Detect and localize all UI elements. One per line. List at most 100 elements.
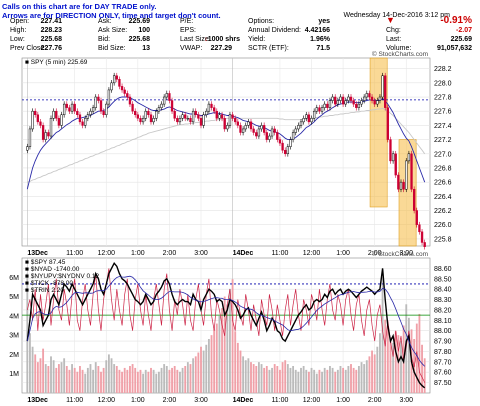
price-candle xyxy=(368,93,371,98)
volume-bar xyxy=(207,339,210,393)
volume-bar xyxy=(234,331,237,393)
price-candle xyxy=(176,118,179,123)
breadth-y-tick-label: 88.30 xyxy=(434,297,452,304)
price-candle xyxy=(260,125,263,130)
price-candle xyxy=(357,103,361,108)
volume-bar xyxy=(336,369,339,393)
volume-bar xyxy=(315,373,318,393)
price-candle xyxy=(231,114,234,119)
price-candle xyxy=(328,100,332,108)
breadth-average-line xyxy=(26,275,425,367)
volume-bar xyxy=(263,367,266,393)
volume-bar xyxy=(281,362,284,393)
volume-bar xyxy=(129,366,131,393)
price-candle xyxy=(128,96,132,105)
breadth-y-tick-label: 87.90 xyxy=(434,339,452,346)
volume-y-tick-label: 5M xyxy=(9,294,19,301)
volume-bar xyxy=(307,371,310,393)
price-candle xyxy=(286,146,290,155)
price-candle xyxy=(381,75,384,98)
volume-bar xyxy=(115,366,118,393)
volume-bar xyxy=(284,360,287,393)
price-candle xyxy=(297,125,300,130)
price-candle xyxy=(407,153,411,162)
price-candle xyxy=(105,103,108,116)
volume-bar xyxy=(110,358,113,393)
price-y-tick-label: 226.8 xyxy=(434,165,452,172)
volume-y-tick-label: 1M xyxy=(9,371,19,378)
down-triangle-icon: ▼ xyxy=(386,15,395,25)
price-candle xyxy=(310,118,313,123)
volume-bar xyxy=(273,364,276,393)
volume-bar xyxy=(210,335,213,393)
price-x-tick-label: 12:00 xyxy=(97,250,115,257)
price-candle xyxy=(207,103,211,112)
volume-bar xyxy=(171,367,173,393)
price-candle xyxy=(144,110,147,119)
price-candle xyxy=(162,96,166,105)
price-candle xyxy=(149,114,153,123)
volume-bar xyxy=(297,371,300,393)
price-candle xyxy=(134,110,137,116)
price-candle xyxy=(120,86,124,91)
quote-value: 228.23 xyxy=(40,27,62,34)
price-x-tick-label: 11:00 xyxy=(66,250,83,257)
price-candle xyxy=(299,121,303,126)
volume-bar xyxy=(279,369,281,393)
volume-bar xyxy=(400,340,402,393)
price-candle xyxy=(284,149,287,155)
volume-bar xyxy=(147,371,150,393)
price-candle xyxy=(255,132,258,137)
price-y-tick-label: 225.8 xyxy=(434,236,452,243)
price-candle xyxy=(84,118,87,126)
quote-label: SCTR (ETF): xyxy=(248,45,289,52)
price-candle xyxy=(99,100,103,112)
price-candle xyxy=(194,110,197,116)
price-candle xyxy=(47,132,50,137)
breadth-y-tick-label: 88.20 xyxy=(434,307,452,314)
price-candle xyxy=(349,96,353,101)
price-candle xyxy=(107,89,111,105)
quote-value: 71.5 xyxy=(316,45,330,52)
quote-header: Open: 227.41 Ask: 225.69 P/E: Options: yes High… xyxy=(0,14,480,56)
price-candle xyxy=(155,110,158,119)
breadth-x-tick-label: 2:00 xyxy=(368,397,382,404)
volume-bar xyxy=(94,362,97,393)
volume-bar xyxy=(321,371,323,393)
price-candle xyxy=(365,93,368,98)
price-candle xyxy=(89,110,92,116)
volume-bar xyxy=(194,356,197,393)
volume-bar xyxy=(252,364,255,393)
slow-moving-average-line xyxy=(27,107,426,183)
quote-label: Bid Size: xyxy=(98,45,126,52)
price-candle xyxy=(173,110,176,119)
price-y-tick-label: 226.2 xyxy=(434,208,452,215)
price-candle xyxy=(410,153,413,190)
volume-bar xyxy=(52,360,55,393)
volume-bar xyxy=(218,315,221,393)
volume-bar xyxy=(57,364,60,393)
volume-bar xyxy=(192,358,195,393)
price-candle xyxy=(41,125,45,140)
volume-bar xyxy=(347,366,350,393)
price-candle xyxy=(210,103,213,108)
breadth-legend-entry: ■ $NYUPV:$NYDNV 0.12 xyxy=(25,273,100,280)
price-candle xyxy=(131,103,134,112)
breadth-x-tick-label: 11:00 xyxy=(271,397,288,404)
volume-bar xyxy=(257,362,260,393)
price-candle xyxy=(376,100,379,105)
quote-value: 225.68 xyxy=(128,36,150,43)
volume-bar xyxy=(131,364,134,393)
price-candle xyxy=(197,114,200,119)
price-candle xyxy=(320,107,324,112)
volume-bar xyxy=(68,369,71,393)
price-candle xyxy=(226,125,229,130)
volume-bar xyxy=(286,364,289,393)
price-candle xyxy=(420,231,424,243)
volume-bar xyxy=(163,364,166,393)
breadth-x-tick-label: 1:00 xyxy=(131,397,145,404)
volume-bar xyxy=(305,369,308,393)
price-candle xyxy=(181,114,184,119)
price-y-tick-label: 226.0 xyxy=(434,222,452,229)
